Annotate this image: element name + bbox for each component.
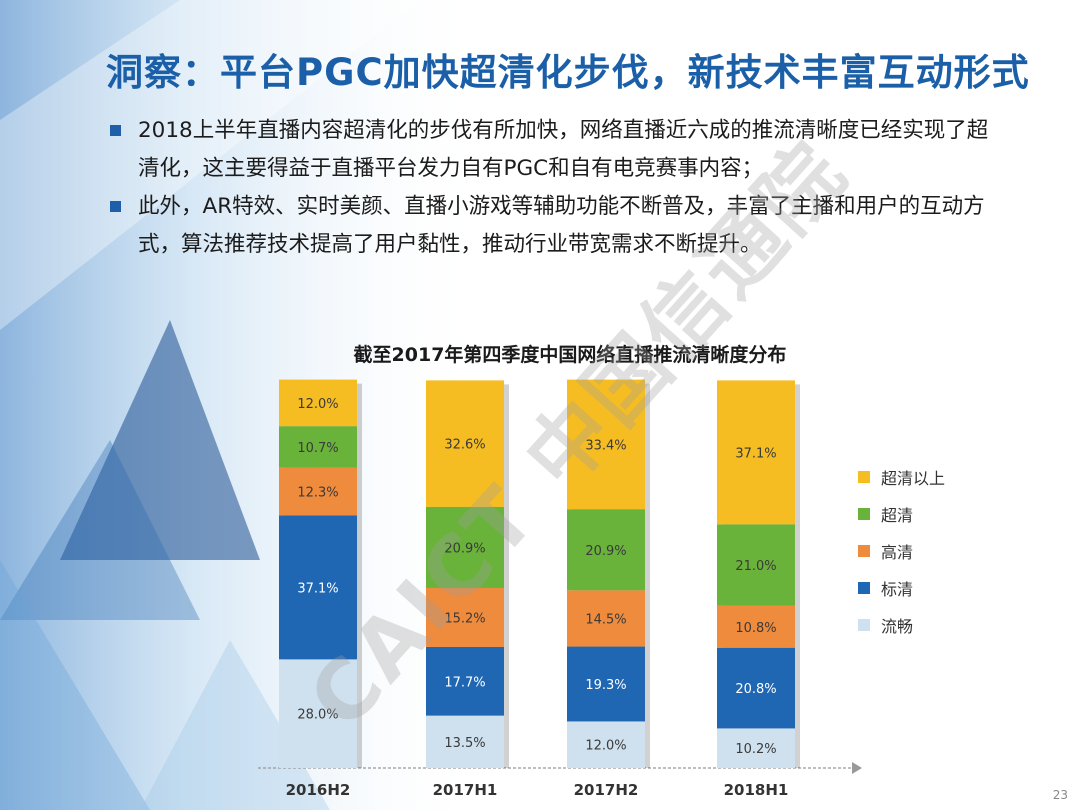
bullet-marker-icon [110,125,121,136]
bar-segment [567,721,645,768]
legend-item: 标清 [858,569,945,606]
data-label: 13.5% [444,736,485,751]
bullet-text: 此外，AR特效、实时美颜、直播小游戏等辅助功能不断普及，丰富了主播和用户的互动方… [138,194,985,257]
bar-segment [567,590,645,647]
legend-swatch [858,581,870,594]
category-label: 2017H1 [433,781,498,799]
data-label: 37.1% [735,446,776,461]
bar-segment [426,380,504,507]
category-label: 2016H2 [286,781,351,799]
bar-segment [279,515,357,660]
legend-swatch [858,544,870,557]
legend-label: 高清 [881,542,914,562]
data-label: 12.0% [585,739,626,754]
data-label: 15.2% [444,611,485,626]
data-label: 20.8% [735,682,776,697]
bar-segment [279,426,357,468]
bar-segment [567,379,645,510]
legend-swatch [858,618,870,631]
bar-segment [717,380,795,525]
legend-label: 超清 [881,505,914,525]
page-number: 23 [1052,788,1068,802]
slide-title: 洞察：平台PGC加快超清化步伐，新技术丰富互动形式 [106,51,1030,94]
bar-segment [567,509,645,591]
chart-title: 截至2017年第四季度中国网络直播推流清晰度分布 [353,344,787,366]
data-label: 17.7% [444,675,485,690]
x-axis-arrow [852,762,862,774]
data-label: 21.0% [735,559,776,574]
category-label: 2017H2 [574,781,639,799]
legend-label: 标清 [881,579,914,599]
data-label: 20.9% [444,541,485,556]
bar-segment [717,605,795,648]
legend-label: 流畅 [881,616,914,636]
bar-segment [279,467,357,516]
bar-segment [279,379,357,427]
legend-swatch [858,507,870,520]
bar-segment [717,728,795,768]
bar-segment [426,715,504,768]
data-label: 10.7% [297,441,338,456]
data-label: 12.0% [297,397,338,412]
data-label: 12.3% [297,486,338,501]
bar-segment [717,647,795,729]
legend-item: 超清以上 [858,458,945,495]
category-label: 2018H1 [724,781,789,799]
legend-swatch [858,470,870,483]
legend-label: 超清以上 [881,468,946,488]
data-label: 10.2% [735,742,776,757]
data-label: 10.8% [735,621,776,636]
data-label: 19.3% [585,678,626,693]
bar-segment [717,524,795,606]
legend-item: 流畅 [858,606,945,643]
legend-item: 超清 [858,495,945,532]
data-label: 14.5% [585,612,626,627]
chart-legend: 超清以上超清高清标清流畅 [858,458,945,643]
bullet-list: 2018上半年直播内容超清化的步伐有所加快，网络直播近六成的推流清晰度已经实现了… [106,112,1006,264]
legend-item: 高清 [858,532,945,569]
data-label: 20.9% [585,544,626,559]
bullet-text: 2018上半年直播内容超清化的步伐有所加快，网络直播近六成的推流清晰度已经实现了… [138,118,989,181]
bullet-item: 此外，AR特效、实时美颜、直播小游戏等辅助功能不断普及，丰富了主播和用户的互动方… [106,188,1006,264]
bar-segment [567,646,645,722]
bar-segment [426,587,504,647]
bar-segment [426,646,504,716]
bar-segment [426,506,504,588]
data-label: 37.1% [297,581,338,596]
data-label: 32.6% [444,438,485,453]
bullet-marker-icon [110,201,121,212]
data-label: 28.0% [297,708,338,723]
data-label: 33.4% [585,438,626,453]
bar-segment [279,659,357,768]
bullet-item: 2018上半年直播内容超清化的步伐有所加快，网络直播近六成的推流清晰度已经实现了… [106,112,1006,188]
